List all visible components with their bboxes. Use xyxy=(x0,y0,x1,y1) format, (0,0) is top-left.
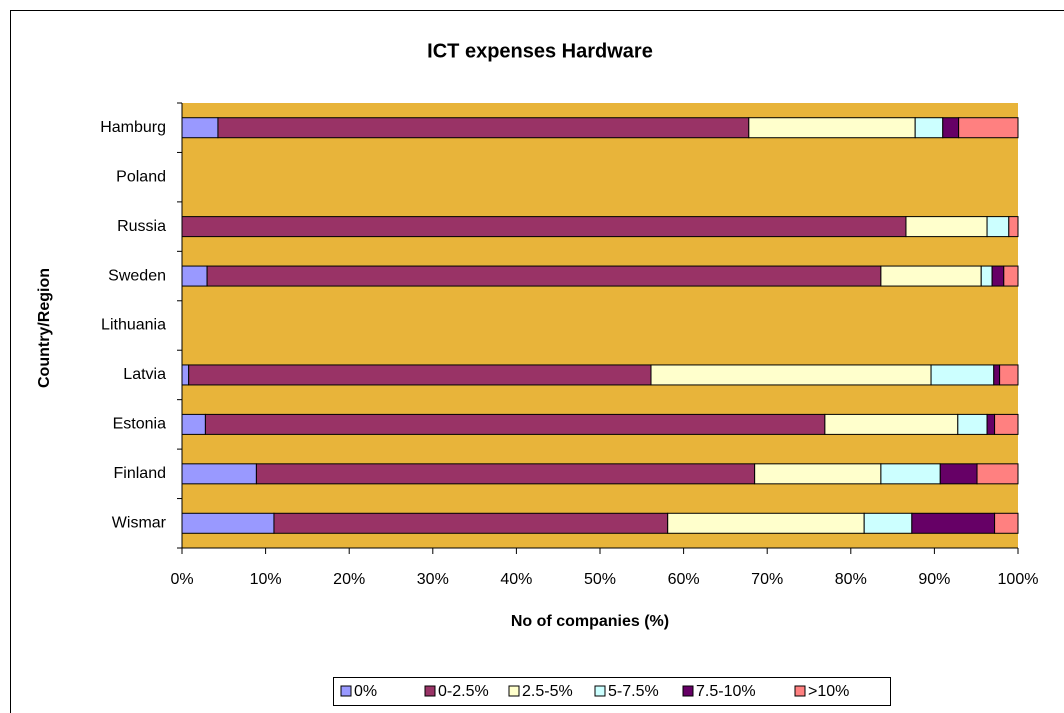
bar-segment xyxy=(930,364,995,386)
y-axis-label: Country/Region xyxy=(36,268,53,388)
legend-label: >10% xyxy=(808,683,849,700)
x-tick-label: 30% xyxy=(417,571,449,588)
bar-segment xyxy=(905,216,988,238)
x-tick-label: 70% xyxy=(751,571,783,588)
bar-segment xyxy=(1003,265,1019,287)
bar-segment xyxy=(880,265,982,287)
x-tick-label: 80% xyxy=(835,571,867,588)
legend-swatch xyxy=(594,685,606,697)
bar-segment xyxy=(273,512,669,534)
bar-segment xyxy=(650,364,932,386)
legend-swatch xyxy=(682,685,694,697)
y-tick-label: Estonia xyxy=(113,416,166,433)
bar-segment xyxy=(181,216,907,238)
bar-segment xyxy=(994,413,1019,435)
legend-swatch xyxy=(424,685,436,697)
y-tick-label: Wismar xyxy=(112,514,167,531)
bar-segment xyxy=(939,463,978,485)
bar-segment xyxy=(181,463,257,485)
y-tick-label: Hamburg xyxy=(100,119,166,136)
legend-label: 2.5-5% xyxy=(522,683,573,700)
bar-segment xyxy=(993,364,1001,386)
x-tick-label: 40% xyxy=(500,571,532,588)
y-tick-label: Finland xyxy=(114,465,166,482)
bar-segment xyxy=(957,413,988,435)
x-axis-label: No of companies (%) xyxy=(511,613,669,630)
bar-segment xyxy=(980,265,993,287)
bar-segment xyxy=(986,413,996,435)
bar-segment xyxy=(976,463,1019,485)
bar-segment xyxy=(217,117,750,139)
y-tick-label: Sweden xyxy=(108,267,166,284)
bar-segment xyxy=(181,364,190,386)
bar-segment xyxy=(181,265,208,287)
legend-swatch xyxy=(340,685,352,697)
bar-segment xyxy=(986,216,1010,238)
bar-segment xyxy=(181,117,219,139)
legend-label: 0-2.5% xyxy=(438,683,489,700)
legend-swatch xyxy=(508,685,520,697)
bar-segment xyxy=(991,265,1005,287)
bar-segment xyxy=(667,512,865,534)
legend-label: 5-7.5% xyxy=(608,683,659,700)
bar-segment xyxy=(942,117,960,139)
bar-segment xyxy=(748,117,916,139)
bar-segment xyxy=(181,512,275,534)
legend-label: 0% xyxy=(354,683,377,700)
bar-segment xyxy=(255,463,756,485)
y-tick-label: Lithuania xyxy=(101,317,166,334)
y-tick-label: Latvia xyxy=(123,366,166,383)
x-tick-label: 10% xyxy=(250,571,282,588)
bar-segment xyxy=(999,364,1019,386)
bar-segment xyxy=(1008,216,1019,238)
bar-segment xyxy=(994,512,1019,534)
y-tick-label: Russia xyxy=(117,218,166,235)
legend-swatch xyxy=(794,685,806,697)
legend-label: 7.5-10% xyxy=(696,683,756,700)
bar-segment xyxy=(754,463,882,485)
bar-segment xyxy=(863,512,913,534)
bar-segment xyxy=(911,512,996,534)
y-tick-label: Poland xyxy=(116,168,166,185)
bar-segment xyxy=(914,117,944,139)
x-tick-label: 60% xyxy=(668,571,700,588)
bar-segment xyxy=(880,463,941,485)
x-tick-label: 90% xyxy=(918,571,950,588)
bar-segment xyxy=(206,265,882,287)
bar-segment xyxy=(204,413,826,435)
bar-segment xyxy=(181,413,206,435)
bar-segment xyxy=(824,413,959,435)
x-tick-label: 20% xyxy=(333,571,365,588)
x-tick-label: 0% xyxy=(170,571,193,588)
bar-segment xyxy=(188,364,652,386)
x-tick-label: 100% xyxy=(998,571,1039,588)
bar-segment xyxy=(958,117,1019,139)
chart-title: ICT expenses Hardware xyxy=(427,40,653,62)
x-tick-label: 50% xyxy=(584,571,616,588)
